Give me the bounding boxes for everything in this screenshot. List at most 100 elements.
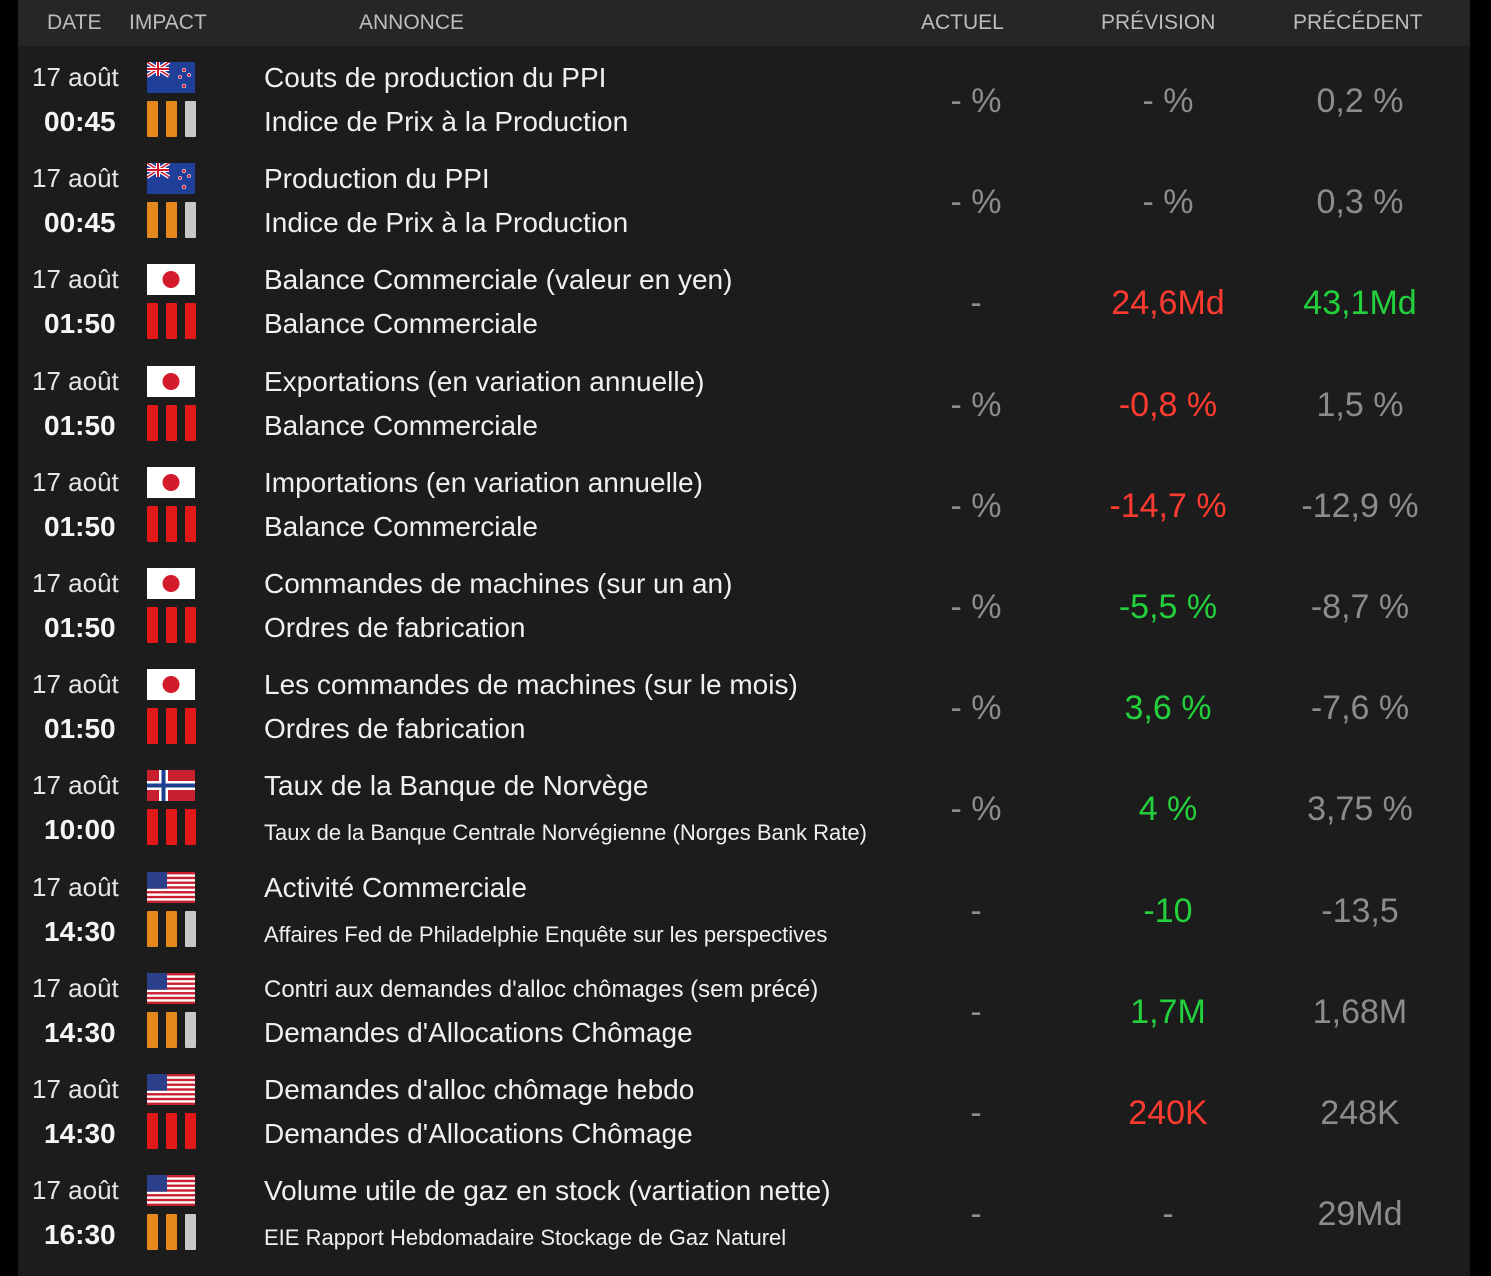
event-time: 01:50 <box>44 713 116 745</box>
impact-indicator <box>147 303 197 340</box>
event-category: Taux de la Banque Centrale Norvégienne (… <box>264 820 867 846</box>
jp-flag <box>147 365 195 397</box>
actual-value: - <box>970 992 982 1031</box>
impact-indicator <box>147 1113 197 1149</box>
event-row[interactable]: 17 août 01:50 Balance Commerciale (valeur … <box>18 254 1470 355</box>
previous-value: 0,2 % <box>1316 82 1404 120</box>
event-date: 17 août <box>32 770 119 801</box>
event-row[interactable]: 17 août 10:00 Taux de la Banque de Norvège… <box>18 760 1470 861</box>
impact-bar <box>166 809 177 846</box>
forecast-value: 1,7M <box>1130 992 1206 1031</box>
event-time: 01:50 <box>44 510 116 542</box>
event-row[interactable]: 17 août 00:45 Couts de production du PPI In… <box>18 52 1470 153</box>
impact-bar <box>166 101 177 137</box>
event-title[interactable]: Demandes d'alloc chômage hebdo <box>264 1074 695 1105</box>
event-date: 17 août <box>32 1175 119 1206</box>
actual-value: - % <box>950 689 1002 728</box>
event-category: Balance Commerciale <box>264 510 538 542</box>
column-header-prevision[interactable]: PRÉVISION <box>1101 11 1216 34</box>
forecast-value: - % <box>1142 183 1194 222</box>
event-title[interactable]: Balance Commerciale (valeur en yen) <box>264 264 733 296</box>
forecast-value: -0,8 % <box>1118 385 1218 424</box>
impact-indicator <box>147 505 197 542</box>
event-time: 01:50 <box>44 612 116 643</box>
event-title[interactable]: Activité Commerciale <box>264 871 527 903</box>
impact-bar <box>147 404 158 441</box>
event-category: Ordres de fabrication <box>264 713 526 745</box>
event-time: 00:45 <box>44 207 116 239</box>
impact-bar <box>147 303 158 340</box>
event-title[interactable]: Couts de production du PPI <box>264 62 607 93</box>
jp-flag <box>147 264 195 296</box>
actual-value: - % <box>950 385 1002 424</box>
event-category: Demandes d'Allocations Chômage <box>264 1118 693 1149</box>
impact-bar <box>185 607 196 643</box>
forecast-value: 4 % <box>1138 790 1198 829</box>
event-title[interactable]: Les commandes de machines (sur le mois) <box>264 669 798 701</box>
event-title[interactable]: Volume utile de gaz en stock (vartiation… <box>264 1175 831 1207</box>
impact-bar <box>166 1214 177 1251</box>
event-row[interactable]: 17 août 00:45 Production du PPI Indice de P… <box>18 153 1470 254</box>
impact-indicator <box>147 607 197 643</box>
event-date: 17 août <box>32 1074 119 1104</box>
impact-bar <box>185 1011 196 1048</box>
previous-value: 1,5 % <box>1316 385 1404 424</box>
column-header-impact[interactable]: IMPACT <box>129 11 207 34</box>
event-date: 17 août <box>32 466 119 497</box>
event-title[interactable]: Importations (en variation annuelle) <box>264 466 703 498</box>
event-row[interactable]: 17 août 14:30 Demandes d'alloc chômage heb… <box>18 1064 1470 1165</box>
previous-value: 248K <box>1320 1094 1400 1132</box>
event-row[interactable]: 17 août 14:30 Activité Commerciale Affaires… <box>18 862 1470 963</box>
event-row[interactable]: 17 août 16:30 Volume utile de gaz en stock… <box>18 1165 1470 1266</box>
event-row[interactable]: 17 août 01:50 Importations (en variation a… <box>18 457 1470 558</box>
actual-value: - <box>970 1094 982 1132</box>
column-header-actuel[interactable]: ACTUEL <box>921 11 1004 34</box>
forecast-value: 24,6Md <box>1111 284 1225 323</box>
previous-value: 1,68M <box>1312 992 1408 1031</box>
event-row[interactable]: 17 août 01:50 Exportations (en variation a… <box>18 356 1470 457</box>
impact-bar <box>166 505 177 542</box>
forecast-value: -10 <box>1143 891 1193 930</box>
us-flag <box>147 1175 195 1207</box>
actual-value: - <box>970 1195 982 1234</box>
event-category: Affaires Fed de Philadelphie Enquête sur… <box>264 921 828 947</box>
event-category: Indice de Prix à la Production <box>264 106 629 137</box>
event-row[interactable]: 17 août 01:50 Les commandes de machines (s… <box>18 659 1470 760</box>
impact-bar <box>166 1011 177 1048</box>
event-title[interactable]: Taux de la Banque de Norvège <box>264 770 649 802</box>
impact-bar <box>185 101 196 137</box>
event-time: 14:30 <box>44 1118 116 1149</box>
event-row[interactable]: 17 août 14:30 Contri aux demandes d'alloc … <box>18 963 1470 1064</box>
impact-bar <box>185 505 196 542</box>
event-row[interactable]: 17 août 01:50 Commandes de machines (sur u… <box>18 558 1470 659</box>
column-header-precedent[interactable]: PRÉCÉDENT <box>1293 11 1423 34</box>
impact-bar <box>166 708 177 745</box>
us-flag <box>147 871 195 903</box>
event-time: 00:45 <box>44 106 116 137</box>
forecast-value: -14,7 % <box>1109 486 1227 525</box>
column-header-date[interactable]: DATE <box>47 11 102 34</box>
event-date: 17 août <box>32 972 119 1003</box>
previous-value: -13,5 <box>1321 891 1399 930</box>
event-title[interactable]: Contri aux demandes d'alloc chômages (se… <box>264 975 819 1003</box>
event-title[interactable]: Exportations (en variation annuelle) <box>264 365 705 397</box>
impact-bar <box>185 404 196 441</box>
event-category: EIE Rapport Hebdomadaire Stockage de Gaz… <box>264 1225 787 1251</box>
impact-bar <box>147 505 158 542</box>
impact-bar <box>185 910 196 947</box>
nz-flag <box>147 62 195 93</box>
impact-bar <box>166 303 177 340</box>
impact-bar <box>166 202 177 239</box>
economic-calendar: DATE IMPACT ANNONCE ACTUEL PRÉVISION PRÉ… <box>18 0 1470 1276</box>
impact-bar <box>147 1113 158 1149</box>
event-title[interactable]: Production du PPI <box>264 163 490 195</box>
impact-bar <box>185 809 196 846</box>
previous-value: 0,3 % <box>1316 183 1404 222</box>
forecast-value: -5,5 % <box>1118 588 1218 626</box>
event-title[interactable]: Commandes de machines (sur un an) <box>264 568 733 599</box>
column-header-annonce[interactable]: ANNONCE <box>359 11 465 34</box>
impact-bar <box>166 910 177 947</box>
previous-value: 29Md <box>1317 1195 1403 1234</box>
event-category: Balance Commerciale <box>264 409 538 441</box>
event-time: 14:30 <box>44 915 116 947</box>
